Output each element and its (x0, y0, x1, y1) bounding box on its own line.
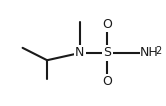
Text: O: O (103, 75, 112, 88)
Text: NH: NH (140, 47, 159, 59)
Text: S: S (103, 47, 112, 59)
Text: O: O (103, 18, 112, 31)
Text: 2: 2 (156, 46, 162, 56)
Text: N: N (75, 47, 84, 59)
